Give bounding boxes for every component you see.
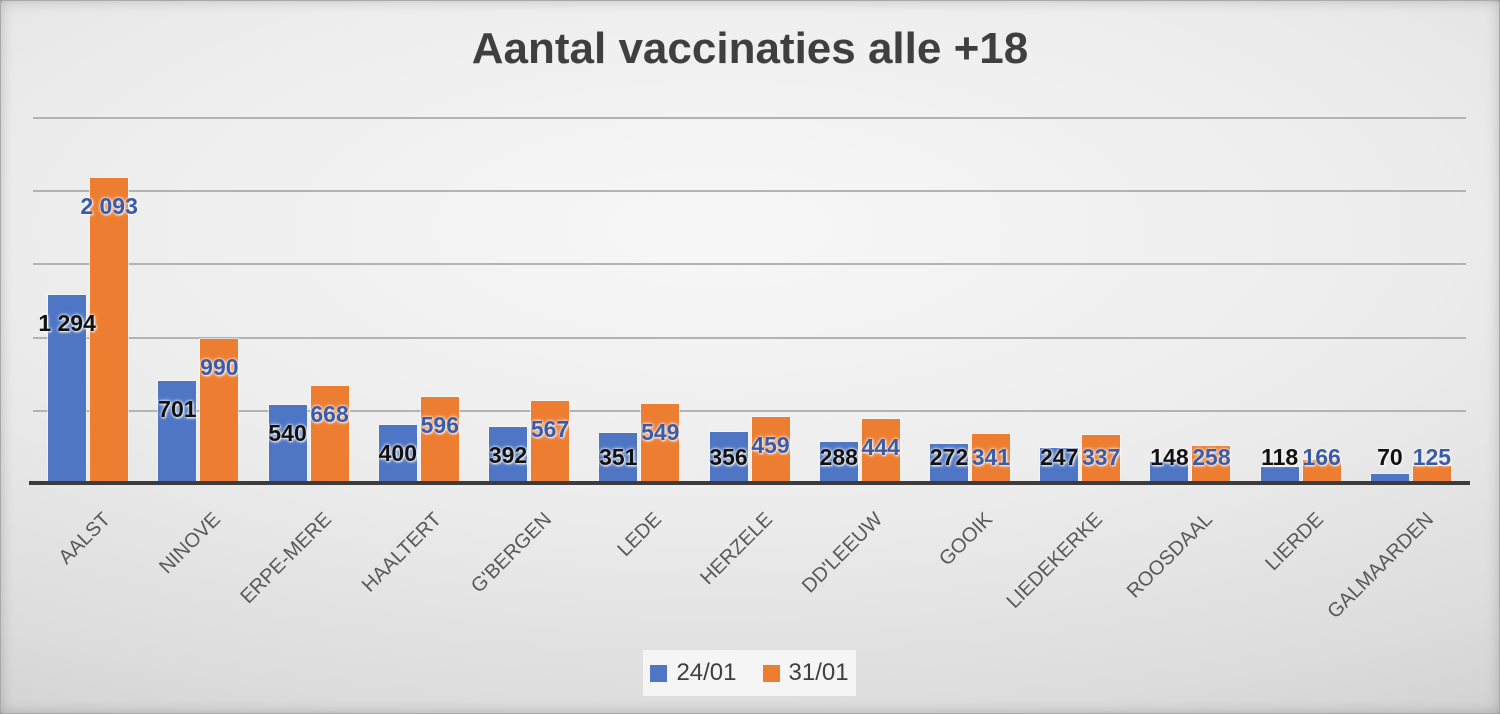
value-label-31-01-haaltert: 596 xyxy=(420,411,459,438)
value-label-31-01-lede: 549 xyxy=(641,418,680,445)
value-label-31-01-galmaarden: 125 xyxy=(1412,444,1452,470)
bar-24-01-lede xyxy=(599,432,638,484)
value-label-24-01-erpe-mere: 540 xyxy=(268,419,307,446)
value-label-24-01-lede: 351 xyxy=(599,444,638,470)
value-label-24-01-ninove: 701 xyxy=(158,396,197,423)
value-label-31-01-ninove: 990 xyxy=(200,354,239,381)
value-label-24-01-roosdaal: 148 xyxy=(1150,444,1189,470)
value-label-24-01-aalst: 1 294 xyxy=(38,309,96,336)
bar-24-01-ninove xyxy=(158,381,197,484)
bar-24-01-dd-leeuw xyxy=(819,441,858,484)
value-label-31-01-lierde: 166 xyxy=(1302,444,1341,470)
value-label-24-01-haaltert: 400 xyxy=(378,440,417,467)
bar-31-01-lierde xyxy=(1302,459,1341,484)
bar-31-01-haaltert xyxy=(420,396,459,484)
value-label-31-01-roosdaal: 258 xyxy=(1192,444,1231,470)
plot-area xyxy=(33,117,1466,484)
gridline-2000 xyxy=(33,190,1466,193)
gridline-500 xyxy=(33,409,1466,412)
bar-24-01-herzele xyxy=(709,431,748,484)
value-label-24-01-liedekerke: 247 xyxy=(1040,444,1079,470)
legend-swatch-orange xyxy=(762,664,780,682)
legend-item-series2: 31/01 xyxy=(762,659,849,687)
bar-31-01-dd-leeuw xyxy=(861,419,900,484)
x-axis-line xyxy=(29,481,1470,485)
bar-24-01-erpe-mere xyxy=(268,404,307,484)
bar-24-01-aalst xyxy=(48,294,87,484)
value-label-31-01-dd-leeuw: 444 xyxy=(861,433,900,460)
gridline-1000 xyxy=(33,336,1466,339)
bar-31-01-liedekerke xyxy=(1082,434,1121,484)
legend-item-series1: 24/01 xyxy=(650,659,737,687)
bar-24-01-haaltert xyxy=(378,425,417,484)
bar-24-01-g-bergen xyxy=(489,426,528,484)
value-label-24-01-gooik: 272 xyxy=(929,444,969,470)
bar-31-01-galmaarden xyxy=(1412,465,1451,484)
value-label-31-01-aalst: 2 093 xyxy=(80,192,138,219)
value-label-31-01-liedekerke: 337 xyxy=(1082,444,1121,470)
value-label-31-01-g-bergen: 567 xyxy=(530,415,570,442)
bar-31-01-g-bergen xyxy=(531,401,570,484)
bar-31-01-erpe-mere xyxy=(310,386,349,484)
value-label-24-01-galmaarden: 70 xyxy=(1377,444,1403,470)
bar-24-01-lierde xyxy=(1260,466,1299,484)
value-label-24-01-herzele: 356 xyxy=(709,444,748,470)
bar-24-01-galmaarden xyxy=(1370,473,1409,484)
value-label-31-01-herzele: 459 xyxy=(751,431,790,458)
legend-label-series1: 24/01 xyxy=(676,659,737,686)
legend-label-series2: 31/01 xyxy=(788,659,849,686)
chart-title: Aantal vaccinaties alle +18 xyxy=(471,24,1029,73)
bar-31-01-herzele xyxy=(751,416,790,484)
bar-24-01-gooik xyxy=(929,444,968,484)
bar-31-01-lede xyxy=(641,403,680,484)
bar-31-01-roosdaal xyxy=(1192,446,1231,484)
bar-24-01-liedekerke xyxy=(1040,447,1079,484)
bar-31-01-aalst xyxy=(90,177,129,484)
value-label-31-01-erpe-mere: 668 xyxy=(310,401,349,428)
gridline-2500 xyxy=(33,117,1466,119)
legend-swatch-blue xyxy=(650,664,668,682)
bar-31-01-ninove xyxy=(200,339,239,484)
legend: 24/01 31/01 xyxy=(643,650,856,696)
bar-31-01-gooik xyxy=(971,434,1010,484)
value-label-31-01-gooik: 341 xyxy=(971,444,1011,470)
gridline-1500 xyxy=(33,263,1466,266)
bar-24-01-roosdaal xyxy=(1150,462,1189,484)
value-label-24-01-lierde: 118 xyxy=(1261,444,1299,470)
value-label-24-01-g-bergen: 392 xyxy=(488,441,528,468)
value-label-24-01-dd-leeuw: 288 xyxy=(819,444,858,470)
